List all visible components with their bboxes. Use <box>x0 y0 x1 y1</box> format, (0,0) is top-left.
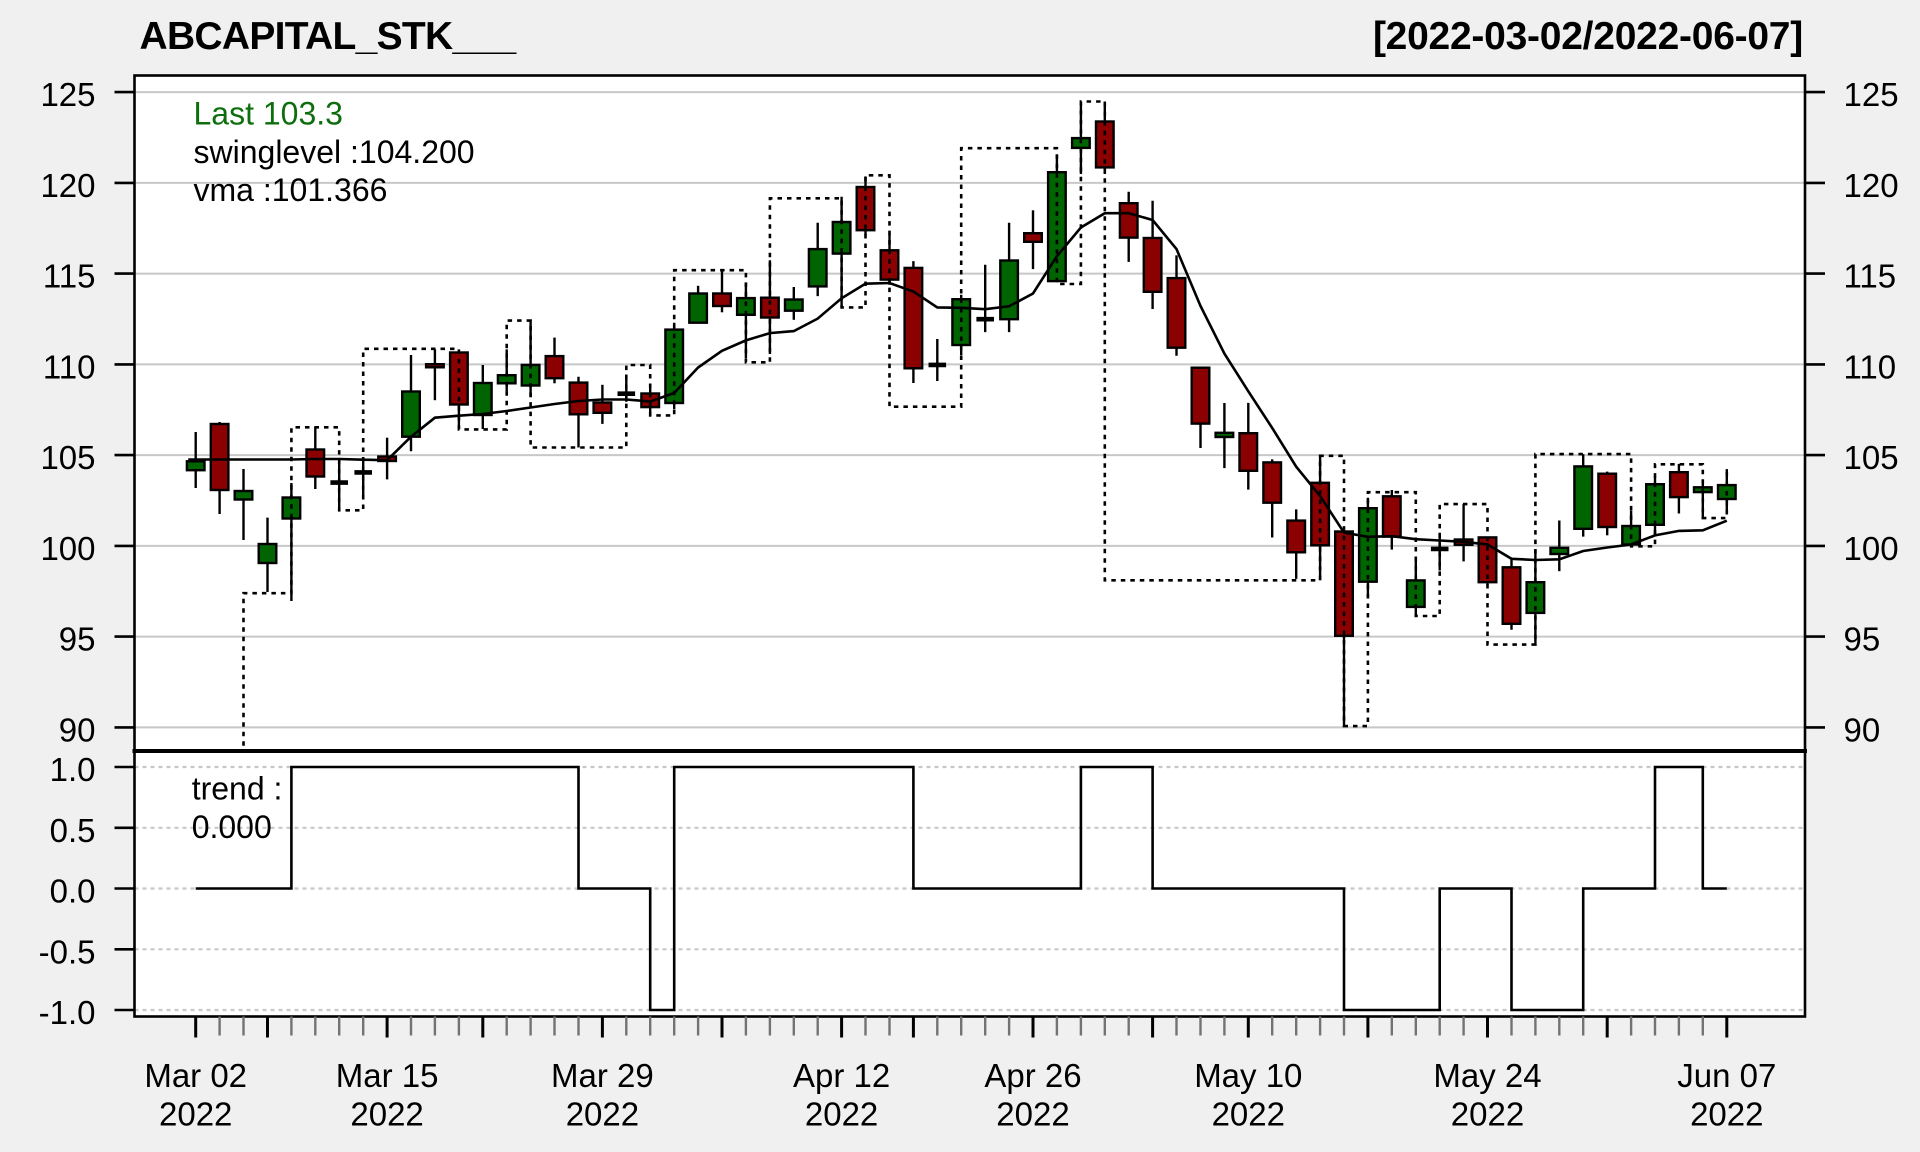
svg-text:100: 100 <box>1844 530 1899 567</box>
svg-text:-0.5: -0.5 <box>39 933 96 970</box>
svg-text:2022: 2022 <box>159 1095 232 1132</box>
svg-text:110: 110 <box>1844 348 1897 385</box>
svg-text:90: 90 <box>59 711 96 748</box>
svg-text:120: 120 <box>1844 167 1899 204</box>
svg-text:115: 115 <box>1844 258 1897 295</box>
svg-text:2022: 2022 <box>1690 1095 1763 1132</box>
svg-text:110: 110 <box>43 348 96 385</box>
svg-text:2022: 2022 <box>566 1095 639 1132</box>
svg-text:vma :101.366: vma :101.366 <box>194 172 388 208</box>
svg-text:0.5: 0.5 <box>50 812 96 849</box>
svg-text:Jun 07: Jun 07 <box>1677 1057 1776 1094</box>
svg-text:Mar 02: Mar 02 <box>144 1057 247 1094</box>
svg-text:Apr 12: Apr 12 <box>793 1057 890 1094</box>
svg-text:2022: 2022 <box>1212 1095 1285 1132</box>
svg-text:100: 100 <box>40 530 95 567</box>
svg-text:ABCAPITAL_STK___: ABCAPITAL_STK___ <box>140 15 518 58</box>
svg-text:2022: 2022 <box>350 1095 423 1132</box>
svg-text:Last 103.3: Last 103.3 <box>194 95 343 131</box>
svg-text:Mar 29: Mar 29 <box>551 1057 654 1094</box>
svg-text:May 24: May 24 <box>1433 1057 1541 1094</box>
svg-text:105: 105 <box>1844 439 1899 476</box>
svg-text:1.0: 1.0 <box>50 751 96 788</box>
svg-text:95: 95 <box>59 621 96 658</box>
svg-text:0.0: 0.0 <box>50 873 96 910</box>
svg-text:105: 105 <box>40 439 95 476</box>
svg-text:-1.0: -1.0 <box>39 994 96 1031</box>
svg-text:120: 120 <box>40 167 95 204</box>
svg-text:[2022-03-02/2022-06-07]: [2022-03-02/2022-06-07] <box>1373 15 1803 58</box>
svg-text:2022: 2022 <box>1451 1095 1524 1132</box>
svg-text:2022: 2022 <box>805 1095 878 1132</box>
svg-text:125: 125 <box>40 76 95 113</box>
svg-text:Mar 15: Mar 15 <box>336 1057 439 1094</box>
svg-text:125: 125 <box>1844 76 1899 113</box>
svg-text:2022: 2022 <box>996 1095 1069 1132</box>
svg-text:Apr 26: Apr 26 <box>984 1057 1081 1094</box>
svg-text:115: 115 <box>43 258 96 295</box>
svg-text:90: 90 <box>1844 711 1881 748</box>
svg-text:0.000: 0.000 <box>192 809 272 845</box>
svg-text:May 10: May 10 <box>1194 1057 1302 1094</box>
svg-text:swinglevel :104.200: swinglevel :104.200 <box>194 134 475 170</box>
svg-text:95: 95 <box>1844 621 1881 658</box>
svg-text:trend :: trend : <box>192 771 283 807</box>
